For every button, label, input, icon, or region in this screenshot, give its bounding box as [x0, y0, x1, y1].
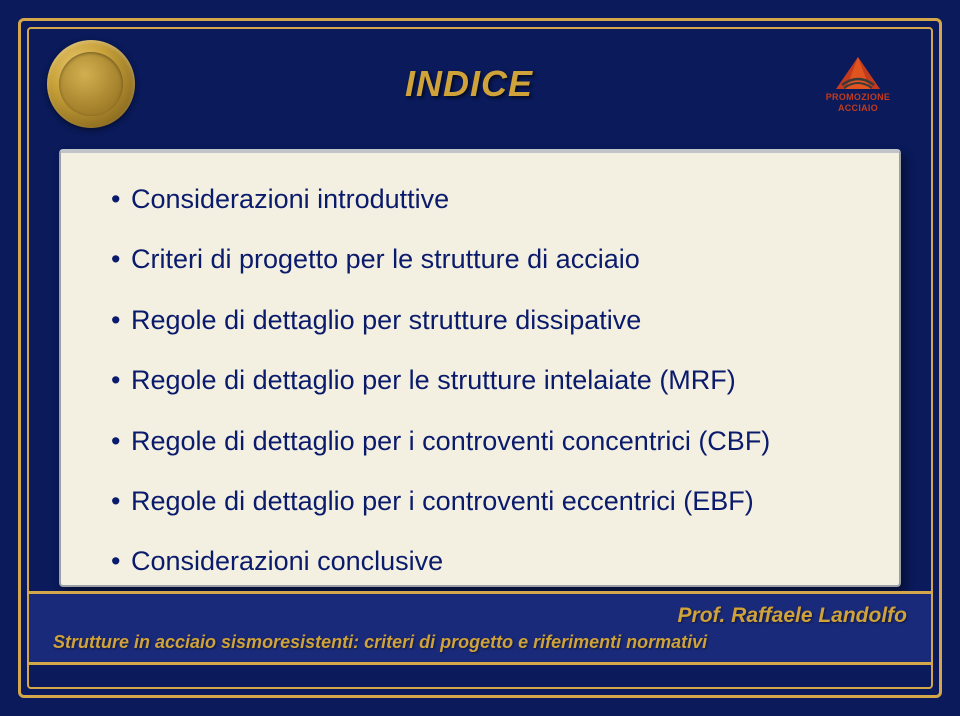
list-item: Regole di dettaglio per le strutture int… — [111, 364, 865, 396]
brand-text-1: PROMOZIONE — [826, 93, 891, 102]
inner-frame: INDICE PROMOZIONE ACCIAIO Considerazioni… — [27, 27, 933, 689]
list-item: Criteri di progetto per le strutture di … — [111, 243, 865, 275]
header-row: INDICE PROMOZIONE ACCIAIO — [29, 29, 931, 139]
slide-title: INDICE — [135, 63, 803, 105]
author-name: Prof. Raffaele Landolfo — [53, 604, 907, 628]
footer-bar: Prof. Raffaele Landolfo Strutture in acc… — [29, 591, 931, 665]
brand-icon — [830, 55, 886, 91]
list-item: Considerazioni introduttive — [111, 183, 865, 215]
seal-icon — [47, 40, 135, 128]
course-title: Strutture in acciaio sismoresistenti: cr… — [53, 632, 907, 653]
slide: INDICE PROMOZIONE ACCIAIO Considerazioni… — [0, 0, 960, 716]
outer-frame: INDICE PROMOZIONE ACCIAIO Considerazioni… — [18, 18, 942, 698]
brand-text-2: ACCIAIO — [838, 104, 878, 113]
list-item: Regole di dettaglio per strutture dissip… — [111, 304, 865, 336]
list-item: Regole di dettaglio per i controventi ec… — [111, 485, 865, 517]
brand-logo: PROMOZIONE ACCIAIO — [803, 44, 913, 124]
title-box: INDICE — [135, 63, 803, 105]
list-item: Considerazioni conclusive — [111, 545, 865, 577]
list-item: Regole di dettaglio per i controventi co… — [111, 425, 865, 457]
content-panel: Considerazioni introduttive Criteri di p… — [59, 149, 901, 587]
bullet-list: Considerazioni introduttive Criteri di p… — [111, 183, 865, 578]
